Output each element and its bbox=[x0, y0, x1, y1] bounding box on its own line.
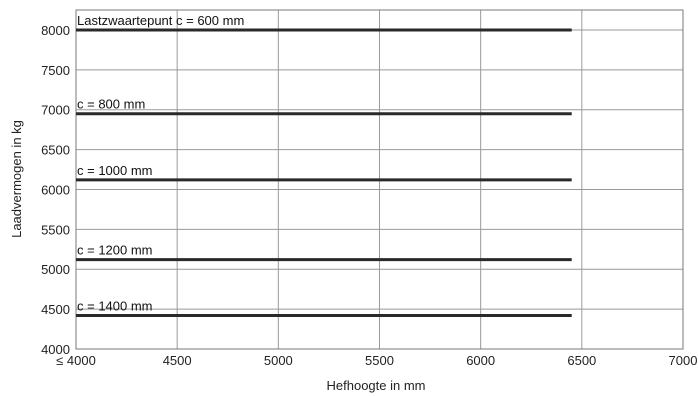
series-label: Lastzwaartepunt c = 600 mm bbox=[77, 13, 244, 28]
series-label: c = 800 mm bbox=[77, 97, 145, 112]
y-tick-label: 4500 bbox=[41, 302, 70, 317]
x-tick-label: 7000 bbox=[669, 353, 698, 368]
x-tick-label: 5500 bbox=[365, 353, 394, 368]
series-label: c = 1200 mm bbox=[77, 243, 153, 258]
x-tick-labels: ≤ 4000 4500 5000 5500 6000 6500 7000 bbox=[56, 353, 697, 368]
x-tick-label: 6500 bbox=[567, 353, 596, 368]
y-tick-label: 7000 bbox=[41, 103, 70, 118]
x-tick-label: 5000 bbox=[264, 353, 293, 368]
series-group: Lastzwaartepunt c = 600 mm c = 800 mm c = … bbox=[76, 13, 572, 317]
x-tick-label: 4500 bbox=[163, 353, 192, 368]
y-tick-label: 8000 bbox=[41, 23, 70, 38]
y-tick-label: 6500 bbox=[41, 143, 70, 158]
y-tick-label: 5000 bbox=[41, 262, 70, 277]
x-tick-label: 6000 bbox=[466, 353, 495, 368]
x-axis-title: Hefhoogte in mm bbox=[327, 378, 426, 393]
grid bbox=[75, 10, 684, 350]
y-axis-title: Laadvermogen in kg bbox=[9, 120, 24, 238]
y-tick-label: 4000 bbox=[41, 342, 70, 357]
y-tick-label: 7500 bbox=[41, 63, 70, 78]
y-tick-labels: 4000 4500 5000 5500 6000 6500 7000 7500 8000 bbox=[41, 23, 70, 357]
series-label: c = 1000 mm bbox=[77, 163, 153, 178]
series-label: c = 1400 mm bbox=[77, 298, 153, 313]
x-tick-label: ≤ 4000 bbox=[56, 353, 96, 368]
y-tick-label: 5500 bbox=[41, 222, 70, 237]
y-tick-label: 6000 bbox=[41, 182, 70, 197]
